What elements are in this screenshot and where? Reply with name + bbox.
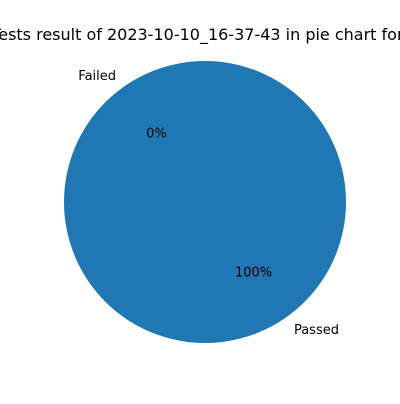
- pie-slices: [64, 61, 346, 343]
- chart-title: Tests result of 2023-10-10_16-37-43 in p…: [0, 25, 400, 45]
- pie-labels: Failed 0% Passed 100%: [78, 69, 339, 338]
- category-label-failed: Failed: [78, 69, 116, 84]
- percent-label-passed: 100%: [235, 265, 272, 280]
- pie-slice-passed: [64, 61, 346, 343]
- percent-label-failed: 0%: [146, 127, 167, 142]
- category-label-passed: Passed: [294, 323, 339, 338]
